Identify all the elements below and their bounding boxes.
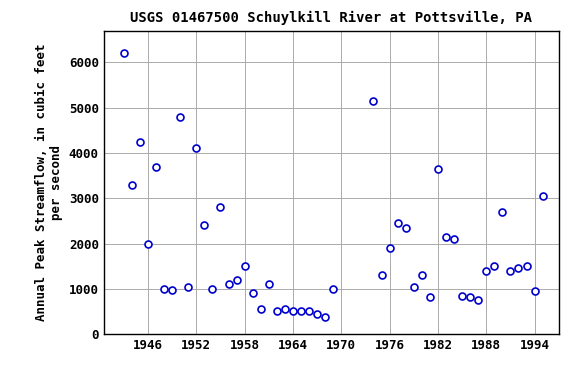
Point [417,272,426,278]
Point [289,308,298,314]
Point [433,166,442,172]
Point [538,193,547,199]
Point [328,286,338,292]
Point [409,283,418,290]
Point [160,286,169,292]
Point [216,204,225,210]
Point [143,240,153,247]
Point [281,306,290,312]
Point [441,233,450,240]
Point [482,268,491,274]
Point [208,286,217,292]
Point [135,139,145,145]
Point [127,182,137,188]
Point [297,308,306,314]
Point [305,308,314,314]
Point [313,311,322,317]
Point [184,283,193,290]
Point [401,225,410,231]
Point [369,98,378,104]
Point [264,281,274,287]
Point [377,272,386,278]
Title: USGS 01467500 Schuylkill River at Pottsville, PA: USGS 01467500 Schuylkill River at Pottsv… [130,11,532,25]
Point [119,50,128,56]
Point [224,281,233,287]
Point [168,286,177,293]
Point [256,306,266,312]
Point [151,164,161,170]
Point [192,146,201,152]
Y-axis label: Annual Peak Streamflow, in cubic feet
per second: Annual Peak Streamflow, in cubic feet pe… [35,44,63,321]
Point [465,294,475,300]
Point [473,297,483,303]
Point [200,222,209,228]
Point [457,293,467,299]
Point [321,314,330,320]
Point [240,263,249,269]
Point [272,308,282,314]
Point [449,236,458,242]
Point [498,209,507,215]
Point [176,114,185,120]
Point [232,277,241,283]
Point [530,288,539,294]
Point [506,268,515,274]
Point [248,290,257,296]
Point [514,265,523,271]
Point [522,263,531,269]
Point [490,263,499,269]
Point [393,220,402,226]
Point [425,294,434,300]
Point [385,245,394,251]
